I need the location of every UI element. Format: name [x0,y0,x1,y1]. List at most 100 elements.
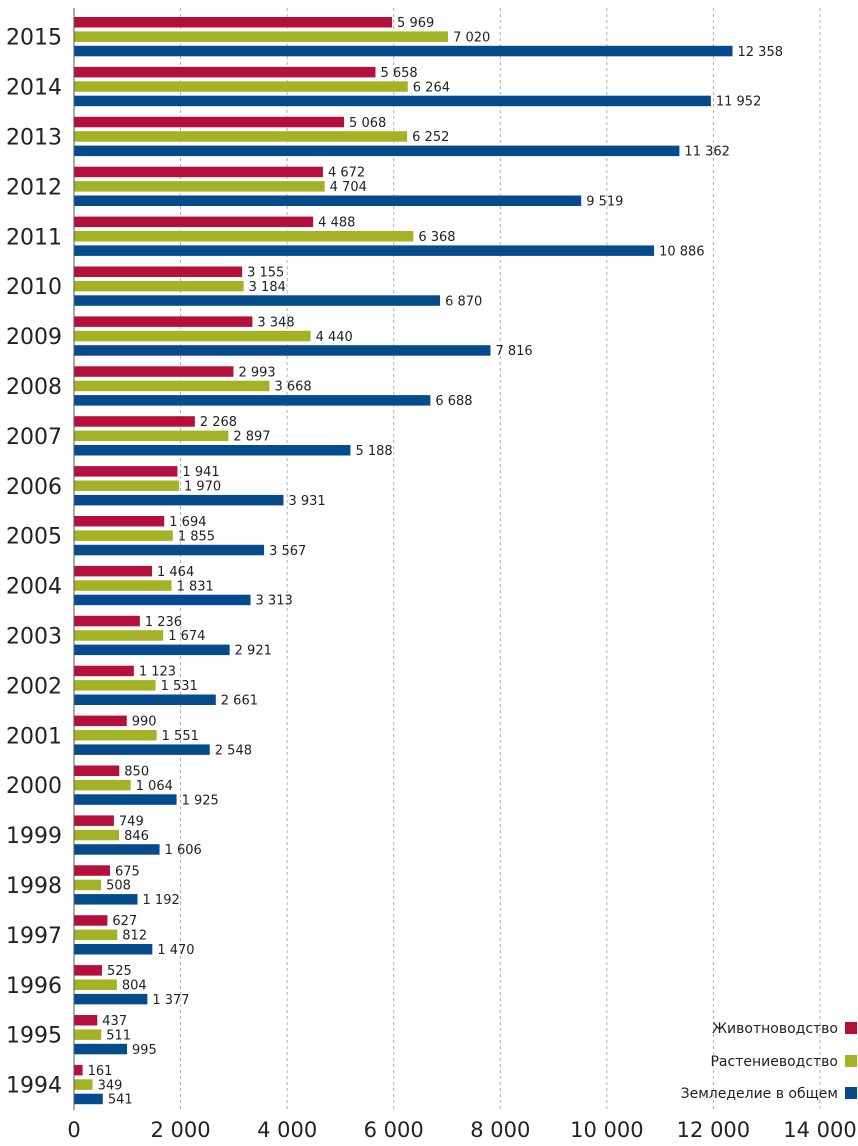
bar-2015-s0 [74,17,392,28]
bar-2014-s2 [74,96,711,107]
value-label-1994-s1: 349 [98,1078,123,1093]
value-label-2010-s1: 3 184 [249,280,286,295]
value-label-2002-s0: 1 123 [139,665,176,680]
year-label-1999: 1999 [6,824,62,849]
year-label-2001: 2001 [6,724,62,749]
value-label-2001-s2: 2 548 [215,743,252,758]
bar-2012-s0 [74,167,323,178]
bar-2001-s2 [74,744,210,755]
value-label-2004-s1: 1 831 [177,579,214,594]
value-label-2000-s2: 1 925 [182,793,219,808]
value-label-2010-s2: 6 870 [445,294,482,309]
value-label-2007-s0: 2 268 [200,415,237,430]
value-label-2000-s1: 1 064 [136,779,173,794]
value-label-1999-s2: 1 606 [165,843,202,858]
value-label-2011-s0: 4 488 [318,216,355,231]
value-label-2007-s2: 5 188 [355,444,392,459]
bar-2010-s0 [74,267,242,278]
year-label-2000: 2000 [6,774,62,799]
bar-1994-s1 [74,1079,93,1090]
bar-2008-s2 [74,395,430,406]
year-label-2011: 2011 [6,225,62,250]
bar-1999-s1 [74,830,119,841]
value-label-1996-s1: 804 [122,979,147,994]
bar-2006-s2 [74,495,283,506]
year-label-2010: 2010 [6,275,62,300]
value-label-2009-s2: 7 816 [495,344,532,359]
x-tick-label-2000: 2 000 [151,1118,211,1142]
bar-2009-s2 [74,345,490,356]
year-label-2013: 2013 [6,125,62,150]
bar-1994-s2 [74,1094,103,1105]
legend-label-0: Животноводство [712,1021,838,1037]
bar-1994-s0 [74,1065,83,1076]
legend: Животноводство Растениеводство Земледелие … [681,1021,857,1102]
value-label-1997-s1: 812 [122,929,147,944]
bar-2007-s1 [74,431,228,442]
value-label-2006-s0: 1 941 [182,465,219,480]
bar-2011-s2 [74,245,654,256]
bar-2004-s1 [74,580,172,591]
bar-1997-s1 [74,930,117,941]
value-label-2003-s0: 1 236 [145,615,182,630]
value-label-2003-s2: 2 921 [235,644,272,659]
bar-2005-s1 [74,530,173,541]
bar-1996-s2 [74,994,147,1005]
year-label-2003: 2003 [6,624,62,649]
bar-1997-s0 [74,915,107,926]
bar-1995-s2 [74,1044,127,1055]
bar-1999-s0 [74,815,114,826]
bar-2006-s1 [74,481,179,492]
bar-2000-s1 [74,780,131,791]
bar-1999-s2 [74,844,160,855]
x-tick-label-12000: 12 000 [677,1118,750,1142]
bar-2001-s1 [74,730,157,741]
value-label-2005-s0: 1 694 [169,515,206,530]
value-label-1998-s1: 508 [106,879,131,894]
bar-2013-s2 [74,146,679,157]
value-label-2012-s2: 9 519 [586,195,623,210]
x-tick-labels-group: 0 2 000 4 000 6 000 8 000 10 000 12 000 14 000 [67,1118,856,1142]
value-label-1997-s2: 1 470 [157,943,194,958]
value-label-2006-s1: 1 970 [184,480,221,495]
year-label-2008: 2008 [6,375,62,400]
value-label-2011-s2: 10 886 [659,244,705,259]
value-label-2005-s2: 3 567 [269,544,306,559]
legend-label-2: Земледелие в общем [681,1086,838,1102]
bar-2002-s2 [74,695,216,706]
bar-2000-s2 [74,794,177,805]
bar-2001-s0 [74,716,127,727]
value-label-2001-s1: 1 551 [162,729,199,744]
bar-2010-s2 [74,295,440,306]
value-label-2004-s0: 1 464 [157,565,194,580]
bar-1998-s1 [74,880,101,891]
value-label-2000-s0: 850 [124,765,149,780]
x-tick-label-0: 0 [67,1118,80,1142]
bar-2006-s0 [74,466,177,477]
year-label-2015: 2015 [6,26,62,51]
bar-2008-s0 [74,366,233,377]
year-label-2007: 2007 [6,425,62,450]
bar-2005-s0 [74,516,164,527]
value-label-1999-s0: 749 [119,814,144,829]
value-label-2008-s2: 6 688 [435,394,472,409]
bar-2014-s0 [74,67,375,78]
x-tick-label-10000: 10 000 [570,1118,643,1142]
value-label-2014-s0: 5 658 [380,66,417,81]
bar-2002-s1 [74,680,156,691]
bar-1996-s1 [74,980,117,991]
value-label-2001-s0: 990 [132,715,157,730]
year-label-1996: 1996 [6,974,62,999]
year-label-1997: 1997 [6,924,62,949]
bar-2013-s0 [74,117,344,128]
bar-2011-s0 [74,217,313,228]
value-label-2013-s1: 6 252 [412,130,449,145]
value-label-2002-s1: 1 531 [161,679,198,694]
bar-2009-s1 [74,331,311,342]
bar-2015-s2 [74,46,733,57]
value-label-1995-s1: 511 [106,1028,131,1043]
bar-2004-s2 [74,595,251,606]
value-label-1994-s0: 161 [88,1064,113,1079]
bar-2002-s0 [74,666,134,677]
